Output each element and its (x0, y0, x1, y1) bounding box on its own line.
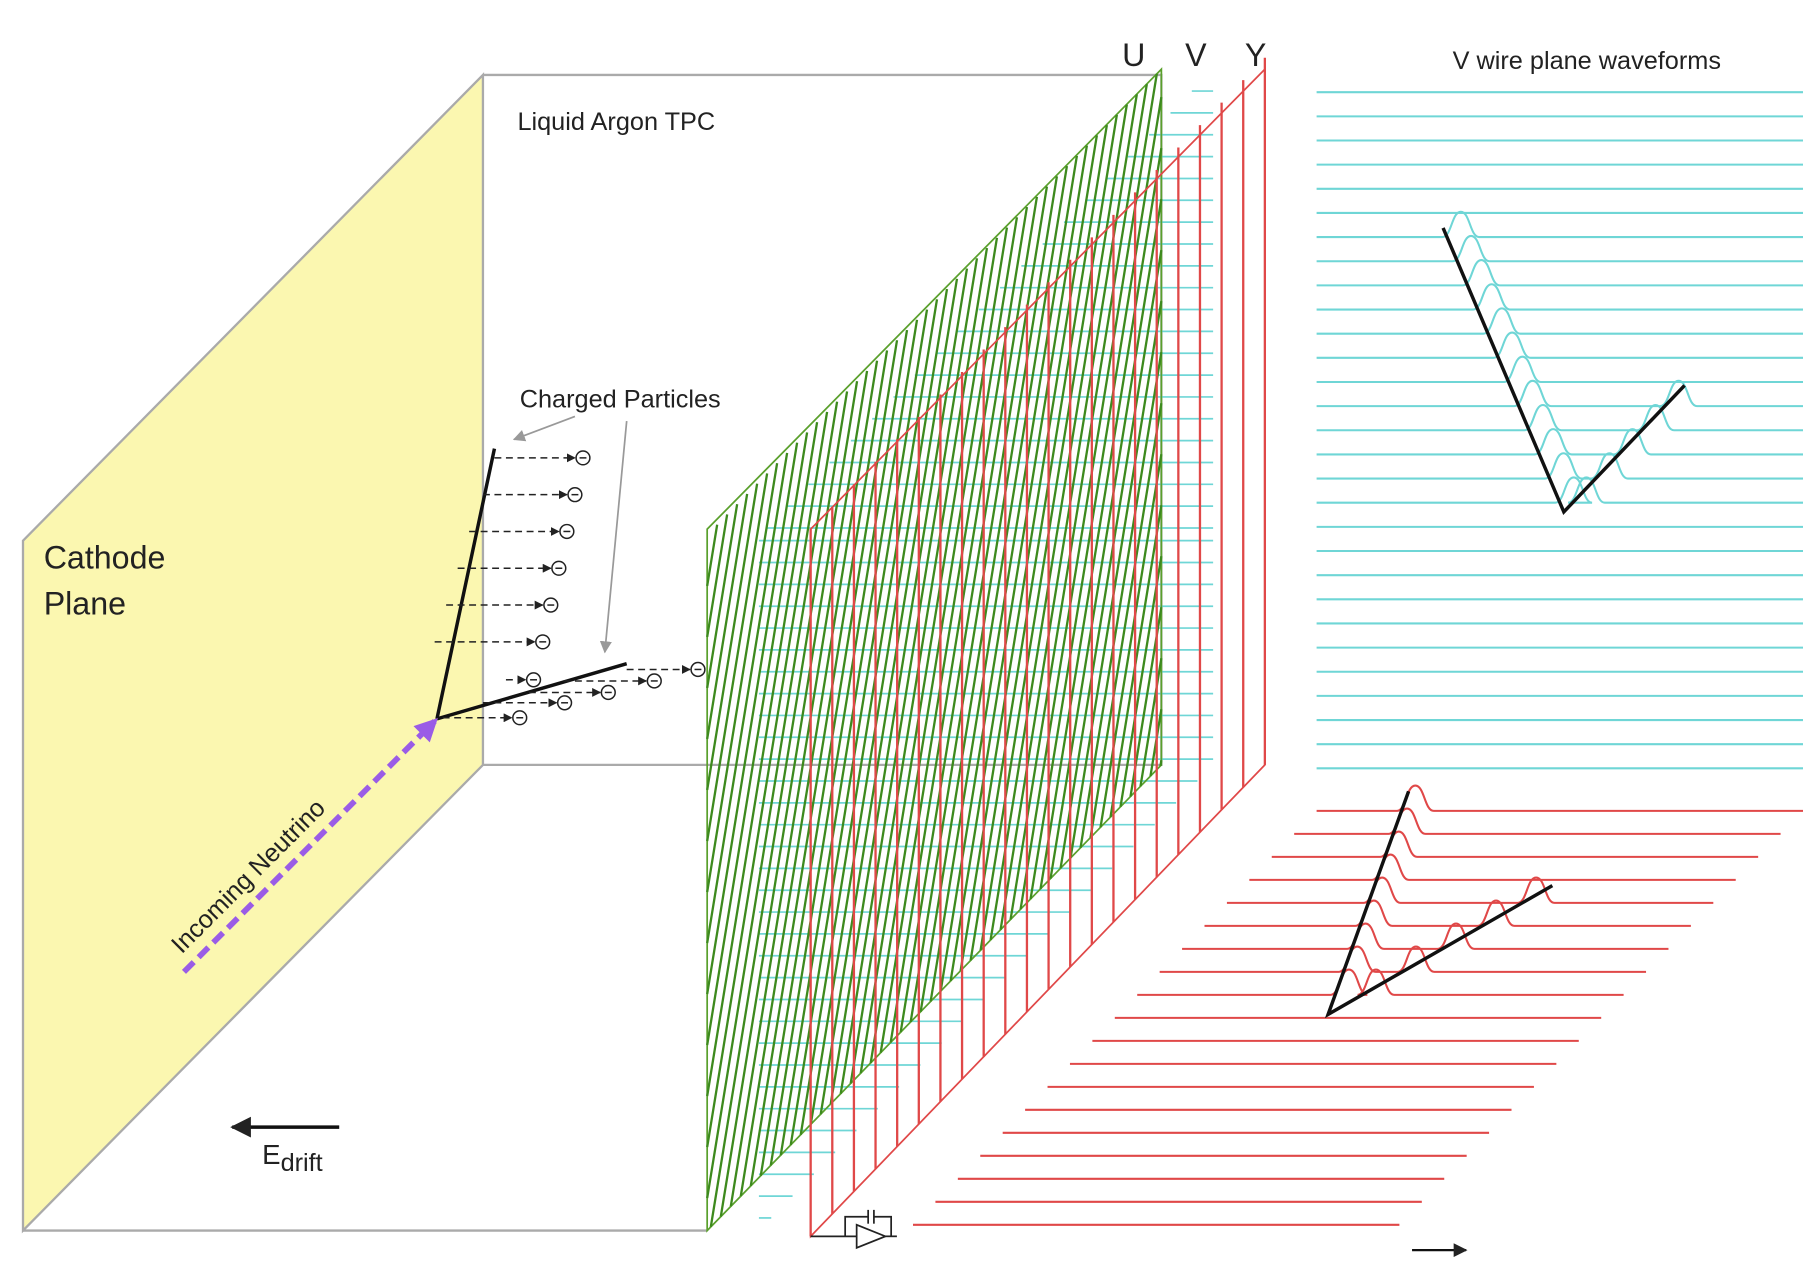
u-wire (939, 155, 1079, 992)
field-label: Edrift (262, 1139, 323, 1177)
u-wire (706, 493, 749, 740)
u-wire (706, 442, 799, 995)
u-wire (1119, 555, 1163, 807)
v-track-projection (1441, 227, 1686, 516)
v-waveform (1316, 476, 1803, 504)
v-waveform (1316, 428, 1803, 456)
u-wire (1159, 760, 1163, 767)
u-wire (706, 514, 729, 638)
neutrino-arrow (181, 717, 438, 974)
u-wire (779, 319, 919, 1156)
y-waveform (1316, 784, 1803, 812)
waveforms-title: V wire plane waveforms (1453, 47, 1721, 75)
u-wire (1059, 249, 1163, 869)
y-waveform (1271, 830, 1759, 858)
cathode-plane (21, 72, 485, 1234)
u-wire (1079, 351, 1163, 848)
u-wire (1069, 300, 1163, 859)
u-wire (989, 104, 1128, 941)
v-waveform (1316, 379, 1803, 408)
wire-planes (706, 57, 1267, 1239)
y-waveform (1204, 899, 1691, 927)
u-wire (829, 268, 969, 1105)
tpc-label: Liquid Argon TPC (517, 108, 715, 136)
v-waveform (1316, 234, 1803, 263)
track (435, 448, 497, 720)
u-wire (809, 288, 949, 1125)
u-wire (799, 299, 939, 1135)
u-wire (749, 350, 889, 1187)
u-wire (909, 186, 1049, 1023)
v-waveform (1316, 259, 1803, 287)
pointer (599, 420, 628, 654)
field-symbol: E (262, 1139, 280, 1170)
u-wire (789, 309, 929, 1146)
u-wire (706, 452, 789, 944)
u-wire (899, 196, 1039, 1033)
waveforms (912, 91, 1803, 1226)
u-wire (706, 524, 719, 587)
u-wire (706, 463, 779, 893)
u-wire (706, 503, 739, 689)
u-wire (729, 370, 869, 1207)
u-wire (1049, 198, 1163, 879)
u-wire (1009, 83, 1148, 920)
u-wire (759, 340, 899, 1176)
u-wire (969, 124, 1109, 961)
u-wire (706, 422, 819, 1097)
u-wire (709, 391, 849, 1228)
u-wire (819, 278, 959, 1115)
v-waveform (1316, 331, 1803, 359)
u-wire (1089, 402, 1163, 838)
u-wire (1099, 453, 1163, 828)
v-waveform (1316, 210, 1803, 239)
u-wire (889, 206, 1029, 1043)
y-track-projection (1324, 790, 1554, 1019)
tpc-box (21, 72, 1163, 1234)
y-waveform (1182, 922, 1669, 950)
u-wire (1139, 658, 1163, 787)
u-wire (929, 165, 1069, 1002)
y-label: Y (1245, 37, 1266, 73)
u-wire (719, 381, 859, 1217)
u-wire (839, 258, 979, 1094)
v-label: V (1185, 37, 1207, 73)
track (436, 662, 628, 721)
cathode-label: Cathode (44, 539, 166, 575)
y-waveform (1294, 807, 1781, 835)
electrons (434, 450, 706, 726)
v-waveform (1316, 307, 1803, 335)
tracks (181, 415, 1468, 1258)
u-wire (879, 217, 1019, 1053)
u-wire (1029, 96, 1163, 900)
u-wire (739, 360, 879, 1197)
v-waveform (1316, 452, 1803, 480)
u-wire (919, 176, 1059, 1012)
v-waveform (1316, 283, 1803, 311)
u-wire (769, 329, 909, 1166)
amplifier (810, 1209, 897, 1250)
u-wire (706, 411, 829, 1148)
u-wire (706, 432, 809, 1046)
particles-label: Charged Particles (520, 385, 721, 413)
y-waveform (1159, 945, 1647, 973)
u-wire (706, 483, 759, 791)
u-wire (706, 473, 769, 842)
u-wire (859, 237, 999, 1074)
y-waveform (1137, 968, 1624, 996)
pointer (512, 415, 576, 442)
y-waveform (1226, 876, 1714, 904)
v-waveform (1316, 355, 1803, 384)
field-subscript: drift (281, 1149, 323, 1177)
u-wire (949, 145, 1089, 982)
cathode-label: Plane (44, 585, 126, 621)
u-wire (1039, 147, 1163, 889)
u-label: U (1122, 37, 1145, 73)
y-waveform (1249, 853, 1736, 881)
u-wire (706, 401, 839, 1199)
v-waveform (1316, 403, 1803, 432)
